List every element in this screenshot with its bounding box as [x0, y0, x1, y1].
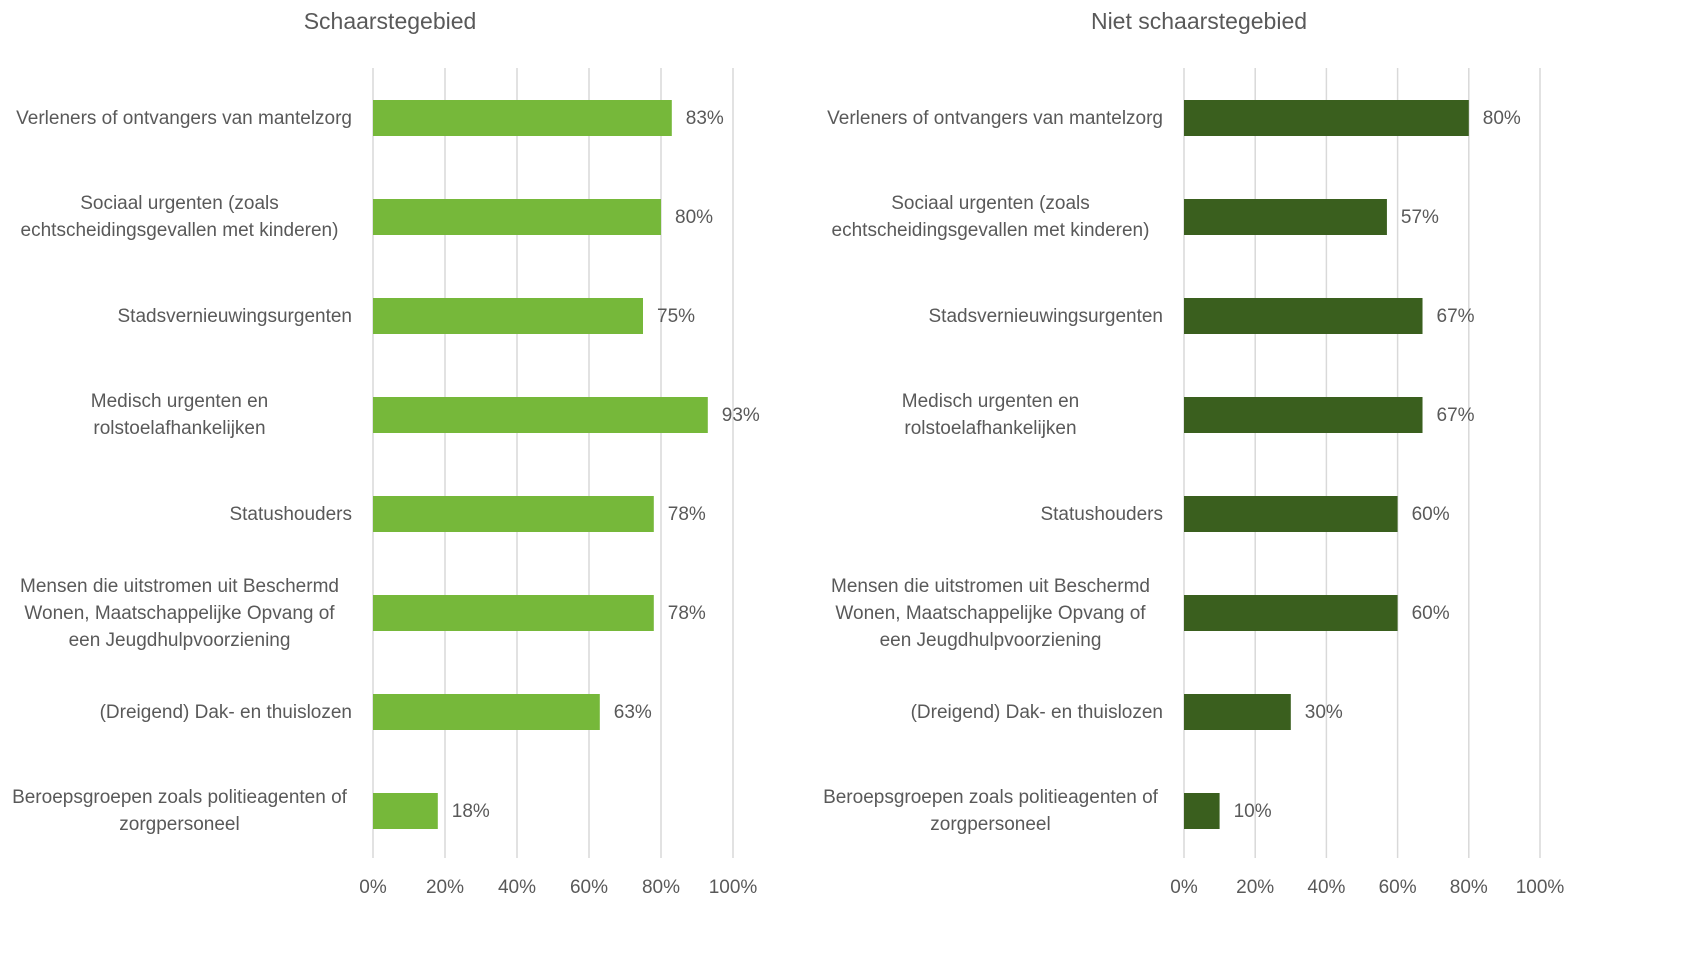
bar: [373, 397, 708, 433]
bar: [373, 595, 654, 631]
category-label-box: Sociaal urgenten (zoals echtscheidingsge…: [0, 169, 352, 265]
category-label-box: (Dreigend) Dak- en thuislozen: [0, 664, 352, 760]
value-label: 78%: [668, 603, 706, 624]
value-label: 18%: [452, 801, 490, 822]
chart-title: Niet schaarstegebied: [1091, 8, 1307, 34]
category-text: Beroepsgroepen zoals politieagenten of z…: [12, 787, 347, 835]
category-label: Beroepsgroepen zoals politieagenten of z…: [803, 763, 1163, 859]
category-text: Sociaal urgenten (zoals echtscheidingsge…: [831, 193, 1150, 241]
category-text: Stadsvernieuwingsurgenten: [928, 305, 1164, 327]
chart-title: Schaarstegebied: [304, 8, 477, 34]
bar: [373, 199, 661, 235]
category-text: Statushouders: [1040, 503, 1163, 525]
category-label: Mensen die uitstromen uit Beschermd Wone…: [0, 565, 352, 661]
category-label-box: Statushouders: [0, 466, 352, 562]
category-text: (Dreigend) Dak- en thuislozen: [910, 701, 1163, 723]
category-text: Mensen die uitstromen uit Beschermd Wone…: [20, 575, 339, 651]
bar: [1184, 496, 1398, 532]
x-tick-label: 60%: [1379, 877, 1417, 898]
category-label-box: Beroepsgroepen zoals politieagenten of z…: [803, 763, 1163, 859]
x-tick-label: 100%: [709, 877, 758, 898]
category-label-box: Beroepsgroepen zoals politieagenten of z…: [0, 763, 352, 859]
category-label: Sociaal urgenten (zoals echtscheidingsge…: [0, 169, 352, 265]
category-label: Sociaal urgenten (zoals echtscheidingsge…: [803, 169, 1163, 265]
category-label: Beroepsgroepen zoals politieagenten of z…: [0, 763, 352, 859]
category-label: (Dreigend) Dak- en thuislozen: [803, 664, 1163, 760]
category-label-box: Statushouders: [803, 466, 1163, 562]
category-text: Mensen die uitstromen uit Beschermd Wone…: [831, 575, 1150, 651]
value-label: 75%: [657, 306, 695, 327]
category-label: Statushouders: [0, 466, 352, 562]
value-label: 63%: [614, 702, 652, 723]
category-label: Medisch urgenten en rolstoelafhankelijke…: [0, 367, 352, 463]
x-tick-label: 20%: [426, 877, 464, 898]
category-label: Statushouders: [803, 466, 1163, 562]
value-label: 67%: [1437, 405, 1475, 426]
bar: [1184, 793, 1220, 829]
bar: [373, 298, 643, 334]
category-label: (Dreigend) Dak- en thuislozen: [0, 664, 352, 760]
x-tick-label: 100%: [1516, 877, 1565, 898]
bar: [373, 496, 654, 532]
value-label: 83%: [686, 108, 724, 129]
category-text: Stadsvernieuwingsurgenten: [117, 305, 353, 327]
bar: [1184, 100, 1469, 136]
category-label-box: Verleners of ontvangers van mantelzorg: [803, 70, 1163, 166]
category-text: Beroepsgroepen zoals politieagenten of z…: [823, 787, 1158, 835]
bar: [1184, 595, 1398, 631]
category-label: Medisch urgenten en rolstoelafhankelijke…: [803, 367, 1163, 463]
category-text: (Dreigend) Dak- en thuislozen: [99, 701, 352, 723]
category-text: Medisch urgenten en rolstoelafhankelijke…: [901, 391, 1080, 439]
bar: [373, 793, 438, 829]
bar: [1184, 199, 1387, 235]
category-label: Verleners of ontvangers van mantelzorg: [0, 70, 352, 166]
x-tick-label: 80%: [1450, 877, 1488, 898]
x-tick-label: 40%: [498, 877, 536, 898]
x-tick-label: 80%: [642, 877, 680, 898]
value-label: 93%: [722, 405, 760, 426]
value-label: 67%: [1437, 306, 1475, 327]
bar: [1184, 397, 1423, 433]
category-text: Statushouders: [229, 503, 352, 525]
bar: [1184, 298, 1423, 334]
category-label: Mensen die uitstromen uit Beschermd Wone…: [803, 565, 1163, 661]
x-tick-label: 20%: [1236, 877, 1274, 898]
category-text: Medisch urgenten en rolstoelafhankelijke…: [90, 391, 269, 439]
category-label: Verleners of ontvangers van mantelzorg: [803, 70, 1163, 166]
bar: [373, 694, 600, 730]
category-label-box: Mensen die uitstromen uit Beschermd Wone…: [0, 565, 352, 661]
bar: [1184, 694, 1291, 730]
category-label-box: Medisch urgenten en rolstoelafhankelijke…: [0, 367, 352, 463]
value-label: 78%: [668, 504, 706, 525]
category-text: Sociaal urgenten (zoals echtscheidingsge…: [20, 193, 339, 241]
value-label: 10%: [1234, 801, 1272, 822]
bar: [373, 100, 672, 136]
category-label-box: Stadsvernieuwingsurgenten: [803, 268, 1164, 364]
x-tick-label: 0%: [1170, 877, 1198, 898]
value-label: 30%: [1305, 702, 1343, 723]
value-label: 60%: [1412, 603, 1450, 624]
value-label: 80%: [1483, 108, 1521, 129]
category-label-box: Stadsvernieuwingsurgenten: [0, 268, 353, 364]
category-label-box: Mensen die uitstromen uit Beschermd Wone…: [803, 565, 1163, 661]
category-label: Stadsvernieuwingsurgenten: [803, 268, 1164, 364]
category-text: Verleners of ontvangers van mantelzorg: [16, 107, 352, 129]
category-text: Verleners of ontvangers van mantelzorg: [827, 107, 1163, 129]
value-label: 57%: [1401, 207, 1439, 228]
value-label: 80%: [675, 207, 713, 228]
category-label-box: (Dreigend) Dak- en thuislozen: [803, 664, 1163, 760]
category-label-box: Verleners of ontvangers van mantelzorg: [0, 70, 352, 166]
category-label-box: Medisch urgenten en rolstoelafhankelijke…: [803, 367, 1163, 463]
x-tick-label: 0%: [359, 877, 387, 898]
category-label-box: Sociaal urgenten (zoals echtscheidingsge…: [803, 169, 1163, 265]
value-label: 60%: [1412, 504, 1450, 525]
category-label: Stadsvernieuwingsurgenten: [0, 268, 353, 364]
x-tick-label: 40%: [1307, 877, 1345, 898]
x-tick-label: 60%: [570, 877, 608, 898]
